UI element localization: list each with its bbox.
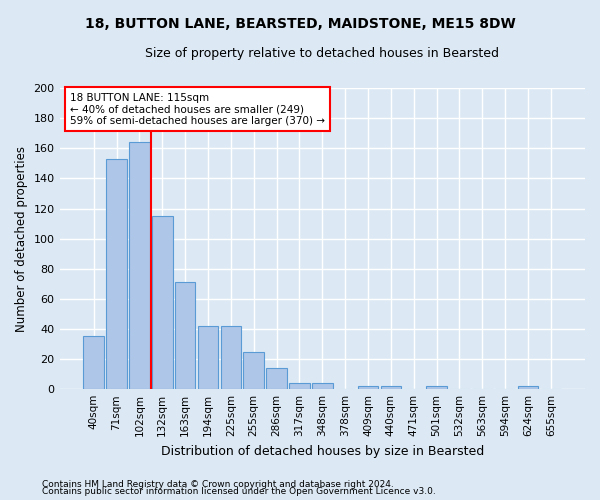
Bar xyxy=(358,386,378,389)
Bar xyxy=(152,216,173,389)
X-axis label: Distribution of detached houses by size in Bearsted: Distribution of detached houses by size … xyxy=(161,444,484,458)
Bar xyxy=(244,352,264,389)
Bar xyxy=(83,336,104,389)
Text: 18 BUTTON LANE: 115sqm
← 40% of detached houses are smaller (249)
59% of semi-de: 18 BUTTON LANE: 115sqm ← 40% of detached… xyxy=(70,92,325,126)
Bar xyxy=(129,142,150,389)
Bar xyxy=(106,159,127,389)
Text: 18, BUTTON LANE, BEARSTED, MAIDSTONE, ME15 8DW: 18, BUTTON LANE, BEARSTED, MAIDSTONE, ME… xyxy=(85,18,515,32)
Bar xyxy=(289,383,310,389)
Bar xyxy=(426,386,447,389)
Title: Size of property relative to detached houses in Bearsted: Size of property relative to detached ho… xyxy=(145,48,499,60)
Bar xyxy=(518,386,538,389)
Bar xyxy=(175,282,196,389)
Bar xyxy=(266,368,287,389)
Text: Contains HM Land Registry data © Crown copyright and database right 2024.: Contains HM Land Registry data © Crown c… xyxy=(42,480,394,489)
Bar xyxy=(198,326,218,389)
Bar xyxy=(312,383,332,389)
Bar xyxy=(380,386,401,389)
Text: Contains public sector information licensed under the Open Government Licence v3: Contains public sector information licen… xyxy=(42,487,436,496)
Y-axis label: Number of detached properties: Number of detached properties xyxy=(15,146,28,332)
Bar xyxy=(221,326,241,389)
